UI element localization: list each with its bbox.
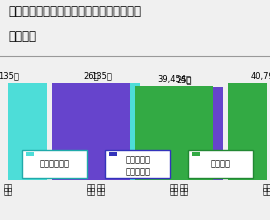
Text: 持分法適用: 持分法適用 bbox=[125, 155, 150, 164]
Text: 前期: 前期 bbox=[86, 187, 96, 196]
FancyBboxPatch shape bbox=[22, 150, 87, 178]
Text: 前期: 前期 bbox=[169, 187, 179, 196]
Text: 26社: 26社 bbox=[83, 72, 99, 81]
Text: 連結：連結子会社、持分法適用関連会社、: 連結：連結子会社、持分法適用関連会社、 bbox=[8, 5, 141, 18]
Text: 前期: 前期 bbox=[169, 183, 179, 192]
Text: 当期: 当期 bbox=[263, 187, 270, 196]
Bar bbox=[26, 152, 34, 156]
Text: 関連会社数: 関連会社数 bbox=[125, 167, 150, 176]
FancyBboxPatch shape bbox=[105, 150, 170, 178]
Bar bbox=[0, 83, 47, 180]
Text: 当期: 当期 bbox=[180, 187, 189, 196]
Text: 前期: 前期 bbox=[4, 187, 13, 196]
Text: 連結子会社数: 連結子会社数 bbox=[40, 159, 70, 168]
Bar bbox=[52, 83, 130, 180]
Text: 135社: 135社 bbox=[91, 72, 112, 81]
FancyBboxPatch shape bbox=[188, 150, 253, 178]
Text: 40,798人: 40,798人 bbox=[250, 72, 270, 81]
Text: 従業員数: 従業員数 bbox=[211, 159, 231, 168]
Text: 25社: 25社 bbox=[177, 75, 192, 84]
Text: 当期: 当期 bbox=[263, 183, 270, 192]
Text: 当期: 当期 bbox=[97, 183, 106, 192]
Text: 当期: 当期 bbox=[180, 183, 189, 192]
Bar bbox=[63, 83, 140, 180]
Text: 従業員数: 従業員数 bbox=[8, 30, 36, 43]
Bar bbox=[109, 152, 117, 156]
Bar bbox=[228, 83, 270, 180]
Bar bbox=[192, 152, 200, 156]
Bar bbox=[146, 87, 223, 180]
Text: 前期: 前期 bbox=[86, 183, 96, 192]
Text: 前期: 前期 bbox=[4, 183, 13, 192]
Text: 当期: 当期 bbox=[97, 187, 106, 196]
Text: 39,454人: 39,454人 bbox=[157, 75, 191, 84]
Bar bbox=[135, 86, 213, 180]
Text: 135社: 135社 bbox=[0, 72, 19, 81]
